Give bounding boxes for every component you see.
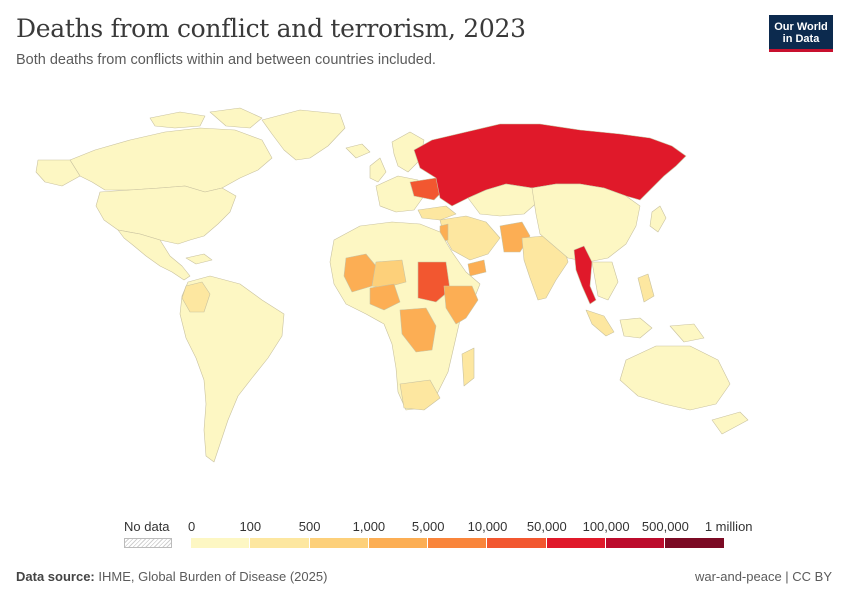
data-source-text: IHME, Global Burden of Disease (2025): [98, 569, 328, 584]
country-greenland[interactable]: [261, 109, 346, 161]
region-caribbean[interactable]: [185, 253, 213, 265]
country-madagascar[interactable]: [461, 347, 475, 387]
country-usa[interactable]: [95, 185, 237, 245]
legend-tick-label: 100: [239, 519, 262, 534]
legend-tick-label: 100,000: [582, 519, 630, 534]
region-southern-africa[interactable]: [399, 379, 441, 411]
country-japan[interactable]: [649, 205, 667, 233]
legend-swatch[interactable]: [487, 538, 547, 548]
country-burkina-niger[interactable]: [371, 259, 407, 289]
data-source-label: Data source:: [16, 569, 95, 584]
country-alaska[interactable]: [35, 159, 81, 187]
logo-line-1: Our World: [774, 21, 828, 33]
country-ethiopia-somalia[interactable]: [443, 285, 479, 325]
legend-tick-label: 1,000: [352, 519, 386, 534]
country-yemen[interactable]: [467, 259, 487, 277]
logo-line-2: in Data: [782, 33, 820, 45]
legend-swatch[interactable]: [428, 538, 488, 548]
region-arctic-islands[interactable]: [149, 111, 206, 129]
country-australia[interactable]: [619, 345, 731, 411]
region-arctic-islands-2[interactable]: [209, 107, 263, 129]
country-nigeria[interactable]: [369, 283, 401, 311]
region-southeast-asia[interactable]: [591, 261, 619, 301]
country-myanmar[interactable]: [573, 245, 597, 305]
country-philippines[interactable]: [637, 273, 655, 303]
legend-no-data-swatch[interactable]: [124, 538, 172, 548]
legend-color-bar: [191, 538, 725, 548]
legend-swatch[interactable]: [546, 538, 607, 548]
data-source: Data source: IHME, Global Burden of Dise…: [16, 569, 327, 584]
world-map: [35, 107, 749, 463]
region-south-america[interactable]: [179, 275, 285, 463]
country-drc[interactable]: [399, 307, 437, 353]
region-indonesia[interactable]: [585, 309, 615, 337]
country-canada[interactable]: [69, 127, 273, 193]
legend-swatch[interactable]: [309, 538, 369, 548]
country-papua-new-guinea[interactable]: [669, 323, 705, 343]
country-turkey[interactable]: [417, 205, 457, 221]
legend-tick-label: 1 million: [704, 519, 753, 534]
legend-no-data-label: No data: [124, 519, 170, 534]
region-scandinavia[interactable]: [391, 131, 425, 173]
country-uk[interactable]: [369, 157, 387, 183]
legend-tick-label: 0: [188, 519, 196, 534]
legend-swatch[interactable]: [368, 538, 429, 548]
country-sudan[interactable]: [417, 261, 451, 303]
legend-tick-label: 50,000: [526, 519, 567, 534]
license-link[interactable]: war-and-peace | CC BY: [694, 569, 832, 584]
legend-tick-label: 10,000: [467, 519, 508, 534]
legend-swatch[interactable]: [250, 538, 310, 548]
chart-subtitle: Both deaths from conflicts within and be…: [16, 52, 436, 68]
legend-swatch[interactable]: [665, 538, 725, 548]
owid-logo[interactable]: Our World in Data: [769, 15, 833, 52]
country-china[interactable]: [531, 183, 641, 263]
country-iceland[interactable]: [345, 143, 371, 159]
legend-tick-label: 500: [298, 519, 321, 534]
country-mexico[interactable]: [117, 229, 191, 281]
country-colombia[interactable]: [181, 281, 211, 313]
legend-tick-label: 500,000: [641, 519, 689, 534]
country-russia[interactable]: [413, 123, 687, 207]
region-indonesia-east[interactable]: [619, 317, 653, 339]
legend-swatch[interactable]: [606, 538, 666, 548]
legend-tick-label: 5,000: [411, 519, 445, 534]
country-new-zealand[interactable]: [711, 411, 749, 435]
chart-title: Deaths from conflict and terrorism, 2023: [16, 14, 526, 43]
region-middle-east[interactable]: [439, 215, 501, 261]
legend-swatch[interactable]: [191, 538, 251, 548]
